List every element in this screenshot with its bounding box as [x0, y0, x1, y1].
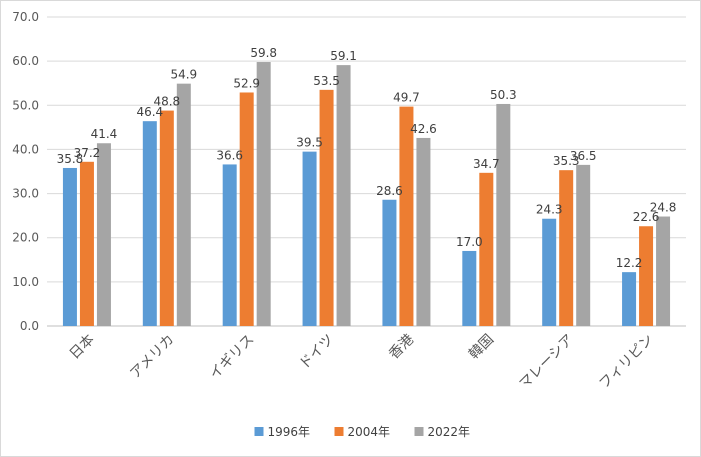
y-tick-label: 70.0	[12, 10, 39, 24]
y-tick-label: 40.0	[12, 142, 39, 156]
data-label-1-0: 46.4	[136, 105, 163, 119]
data-label-1-2: 54.9	[170, 68, 197, 82]
bar-4-1	[399, 106, 414, 326]
data-label-5-0: 17.0	[456, 235, 483, 249]
y-tick-label: 60.0	[12, 54, 39, 68]
bar-4-2	[416, 137, 431, 326]
data-label-5-1: 34.7	[473, 157, 500, 171]
data-label-2-1: 52.9	[233, 76, 260, 90]
bar-3-1	[319, 89, 334, 326]
data-label-5-2: 50.3	[490, 88, 517, 102]
bar-3-0	[302, 151, 317, 326]
data-label-6-0: 24.3	[536, 203, 563, 217]
data-label-0-0: 35.8	[57, 152, 84, 166]
data-label-7-2: 24.8	[650, 201, 677, 215]
bar-7-2	[656, 216, 671, 326]
data-label-4-0: 28.6	[376, 184, 403, 198]
legend-swatch-0	[254, 427, 264, 436]
category-label-3: ドイツ	[296, 332, 337, 373]
legend-label-2: 2022年	[428, 425, 471, 439]
bar-6-0	[542, 218, 557, 326]
category-label-5: 韓国	[466, 332, 497, 363]
bar-1-2	[176, 83, 191, 326]
data-label-3-1: 53.5	[313, 74, 340, 88]
y-tick-label: 50.0	[12, 98, 39, 112]
bar-0-1	[79, 161, 94, 326]
category-label-4: 香港	[386, 332, 417, 363]
bar-2-0	[222, 164, 237, 326]
y-tick-label: 0.0	[20, 319, 39, 333]
category-label-6: マレーシア	[516, 332, 577, 393]
category-label-0: 日本	[67, 332, 98, 363]
data-label-1-1: 48.8	[153, 95, 180, 109]
bar-7-1	[639, 226, 654, 326]
bar-5-1	[479, 172, 494, 326]
legend-label-1: 2004年	[348, 425, 391, 439]
data-label-3-0: 39.5	[296, 136, 323, 150]
bar-5-0	[462, 250, 477, 326]
data-label-6-1: 35.3	[553, 154, 580, 168]
bar-1-1	[159, 110, 174, 326]
data-label-2-0: 36.6	[216, 148, 243, 162]
data-label-4-2: 42.6	[410, 122, 437, 136]
bars	[62, 62, 671, 326]
data-label-3-2: 59.1	[330, 49, 357, 63]
data-labels: 35.837.2 41.4 46.448.8 54.9 36.6 52.9 59.8 39.5…	[57, 46, 677, 270]
bar-0-2	[96, 143, 111, 326]
y-tick-label: 30.0	[12, 187, 39, 201]
x-axis-categories: 日本 アメリカ イギリス ドイツ 香港 韓国 マレーシア フィリピン	[67, 332, 657, 393]
category-label-1: アメリカ	[127, 332, 177, 382]
data-label-0-1: 37.2	[74, 146, 101, 160]
data-label-7-1: 22.6	[633, 210, 660, 224]
bar-6-1	[559, 170, 574, 326]
y-axis-ticks: 0.0 10.0 20.0 30.0 40.0 50.0 60.0 70.0	[12, 10, 39, 333]
bar-2-2	[256, 62, 271, 326]
y-tick-label: 10.0	[12, 275, 39, 289]
legend-label-0: 1996年	[268, 425, 311, 439]
legend-swatch-1	[334, 427, 344, 436]
bar-7-0	[622, 272, 637, 326]
data-label-4-1: 49.7	[393, 91, 420, 105]
data-label-2-2: 59.8	[250, 46, 277, 60]
bar-4-0	[382, 199, 397, 326]
data-label-7-0: 12.2	[616, 256, 643, 270]
category-label-7: フィリピン	[596, 332, 657, 393]
bar-3-2	[336, 65, 351, 326]
legend: 1996年 2004年 2022年	[254, 425, 471, 439]
bar-2-1	[239, 92, 254, 326]
bar-5-2	[496, 103, 511, 326]
category-label-2: イギリス	[207, 332, 258, 383]
data-label-6-2: 36.5	[570, 149, 597, 163]
bar-6-2	[576, 164, 591, 326]
y-tick-label: 20.0	[12, 231, 39, 245]
bar-1-0	[142, 121, 157, 326]
bar-0-0	[62, 167, 77, 326]
legend-swatch-2	[414, 427, 424, 436]
data-label-0-2: 41.4	[91, 127, 118, 141]
